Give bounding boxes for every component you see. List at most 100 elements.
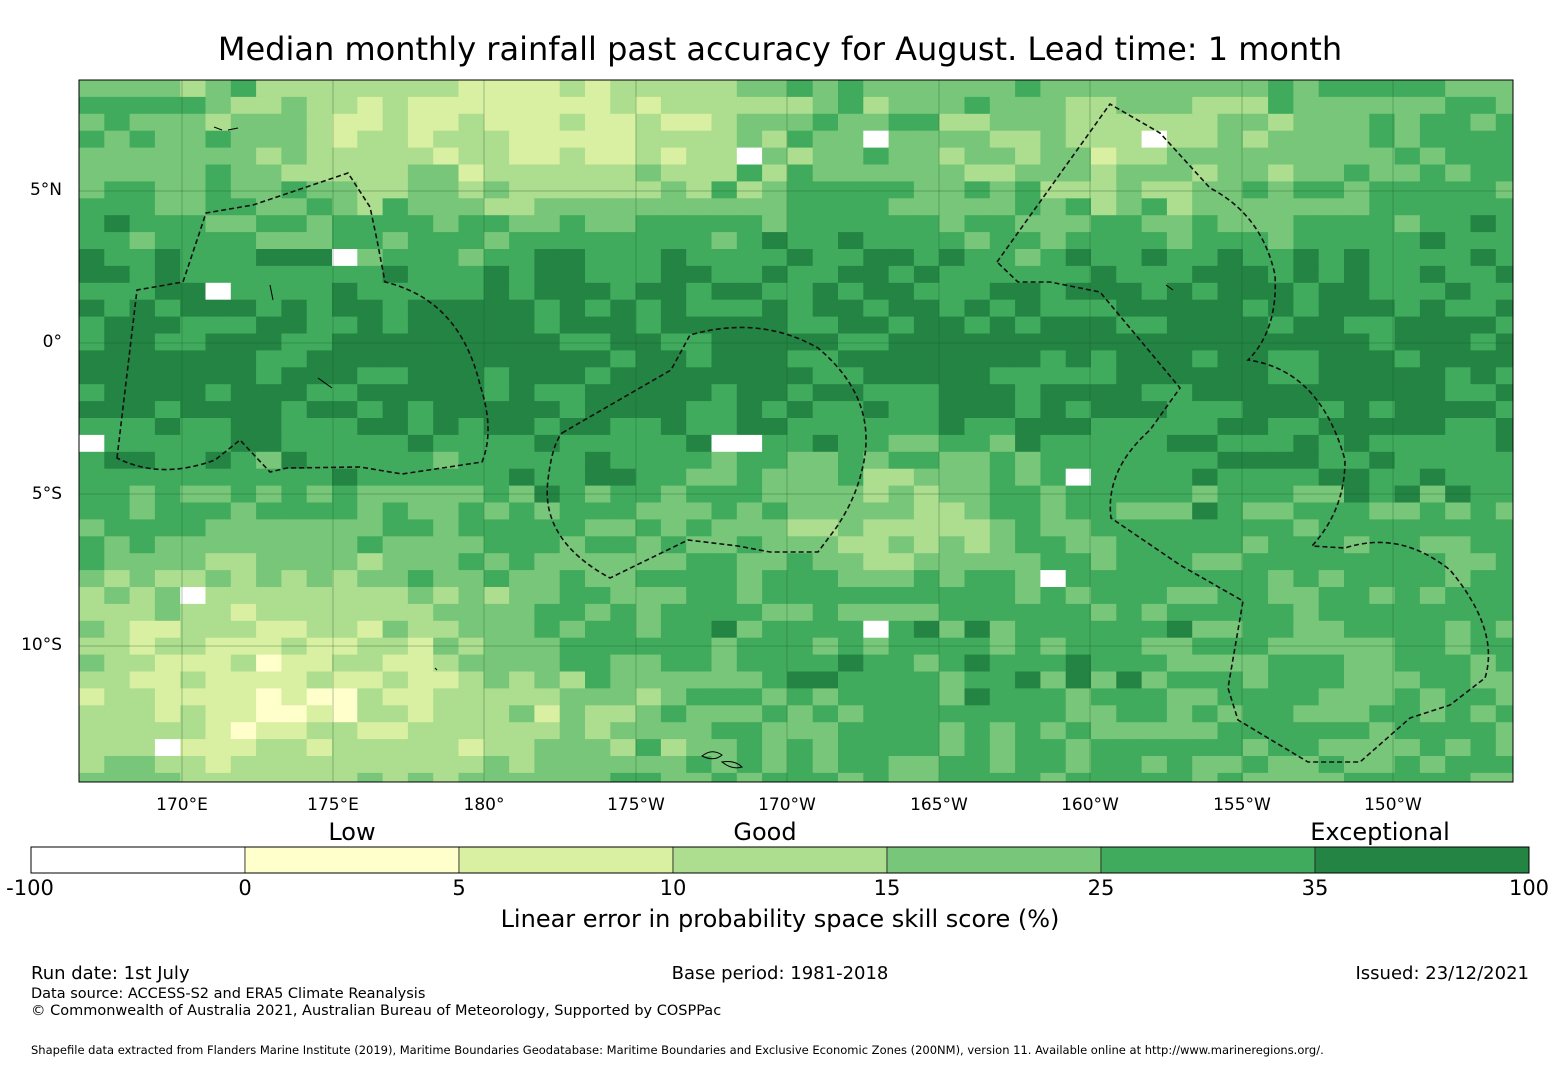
skill-cell	[281, 772, 308, 782]
skill-cell	[407, 637, 434, 656]
skill-cell	[1091, 350, 1117, 368]
skill-cell	[1015, 80, 1041, 98]
skill-cell	[509, 772, 535, 782]
skill-cell	[736, 198, 763, 216]
skill-cell	[154, 434, 181, 453]
skill-cell	[812, 451, 839, 470]
skill-cell	[407, 705, 434, 723]
skill-cell	[458, 130, 485, 149]
skill-cell	[332, 282, 358, 301]
skill-cell	[585, 232, 611, 250]
skill-cell	[1394, 367, 1421, 385]
skill-cell	[1268, 249, 1294, 267]
skill-cell	[1293, 772, 1320, 782]
skill-cell	[129, 434, 156, 453]
skill-cell	[1065, 181, 1092, 199]
skill-cell	[332, 468, 358, 487]
skill-cell	[585, 637, 611, 656]
skill-cell	[1495, 620, 1513, 639]
skill-cell	[1166, 603, 1193, 622]
skill-cell	[104, 96, 131, 115]
skill-cell	[1495, 553, 1513, 571]
skill-cell	[1495, 265, 1513, 284]
skill-cell	[1394, 536, 1421, 554]
skill-cell	[79, 113, 105, 132]
skill-cell	[1040, 181, 1067, 199]
skill-cell	[686, 299, 713, 318]
skill-cell	[433, 688, 460, 706]
skill-cell	[534, 587, 561, 605]
skill-cell	[888, 333, 915, 351]
skill-cell	[913, 671, 940, 689]
skill-cell	[964, 671, 991, 689]
skill-cell	[256, 502, 282, 520]
skill-cell	[939, 603, 966, 622]
skill-cell	[787, 468, 814, 487]
skill-cell	[888, 418, 915, 436]
lon-label-180: 180°	[463, 795, 505, 815]
skill-cell	[407, 654, 434, 673]
skill-cell	[1091, 367, 1117, 385]
skill-cell	[939, 384, 966, 402]
skill-cell	[433, 536, 460, 554]
skill-cell	[913, 181, 940, 199]
skill-cell	[964, 418, 991, 436]
skill-cell	[129, 654, 156, 673]
skill-cell	[1065, 671, 1092, 689]
skill-cell	[559, 147, 586, 166]
skill-cell	[154, 603, 181, 622]
skill-cell	[1065, 536, 1092, 554]
skill-cell	[1470, 654, 1497, 673]
skill-cell	[1419, 671, 1446, 689]
skill-cell	[1293, 739, 1320, 757]
skill-cell	[913, 570, 940, 588]
skill-cell	[230, 620, 257, 639]
skill-cell	[205, 130, 232, 149]
skill-cell	[1419, 249, 1446, 267]
skill-cell	[205, 536, 232, 554]
skill-cell	[509, 333, 535, 351]
skill-cell	[1369, 181, 1396, 199]
skill-cell	[1318, 688, 1345, 706]
skill-cell	[635, 603, 662, 622]
skill-cell	[1419, 587, 1446, 605]
skill-cell	[458, 553, 485, 571]
skill-cell	[1369, 603, 1396, 622]
skill-cell	[762, 772, 788, 782]
skill-cell	[989, 553, 1016, 571]
skill-cell	[1318, 654, 1345, 673]
skill-cell	[1015, 147, 1041, 166]
skill-cell	[357, 350, 384, 368]
skill-cell	[154, 756, 181, 774]
skill-cell	[1495, 603, 1513, 622]
skill-cell	[812, 502, 839, 520]
skill-cell	[1419, 96, 1446, 115]
skill-cell	[230, 249, 257, 267]
skill-cell	[1268, 756, 1294, 774]
skill-cell	[964, 468, 991, 487]
skill-cell	[1015, 637, 1041, 656]
skill-cell	[458, 772, 485, 782]
skill-cell	[888, 485, 915, 504]
skill-cell	[104, 756, 131, 774]
skill-cell	[1268, 654, 1294, 673]
skill-cell	[585, 249, 611, 267]
skill-cell	[534, 434, 561, 453]
skill-cell	[104, 198, 131, 216]
skill-cell	[230, 130, 257, 149]
skill-cell	[281, 553, 308, 571]
skill-cell	[1242, 671, 1269, 689]
skill-cell	[964, 367, 991, 385]
skill-cell	[1166, 249, 1193, 267]
skill-cell	[332, 401, 358, 419]
skill-cell	[1318, 316, 1345, 335]
skill-cell	[863, 468, 890, 487]
skill-cell	[559, 265, 586, 284]
skill-cell	[736, 316, 763, 335]
skill-cell	[1065, 401, 1092, 419]
skill-cell	[433, 164, 460, 182]
skill-cell	[256, 570, 282, 588]
skill-cell	[154, 418, 181, 436]
skill-cell	[1015, 384, 1041, 402]
skill-cell	[686, 688, 713, 706]
